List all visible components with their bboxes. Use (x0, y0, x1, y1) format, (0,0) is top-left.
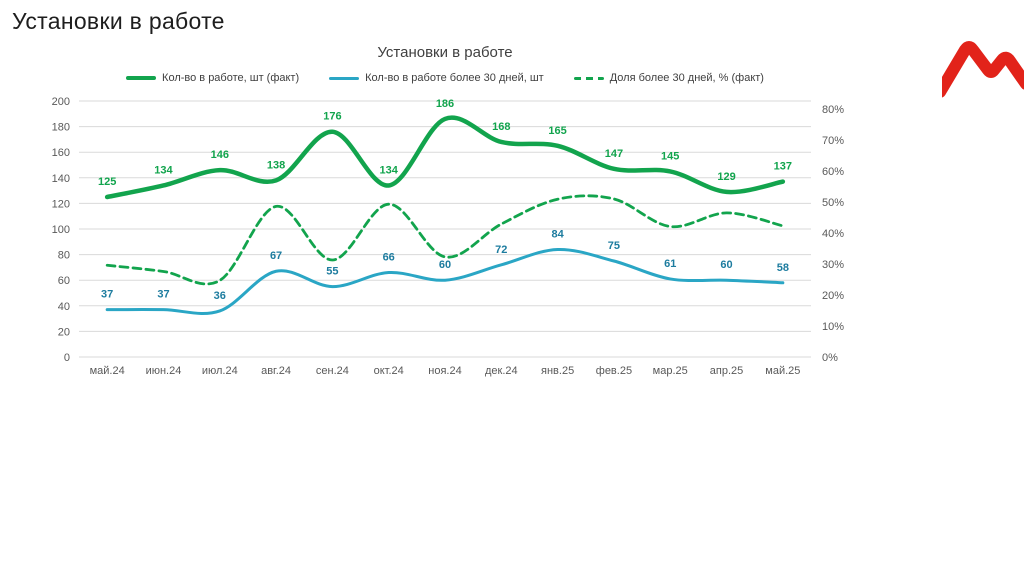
right-axis-tick-label: 70% (822, 135, 844, 147)
legend-line-sample-dashed-green-icon (573, 76, 604, 80)
left-axis-tick-label: 140 (52, 173, 70, 185)
x-axis-tick-label: май.25 (765, 365, 800, 377)
data-label: 67 (270, 250, 282, 262)
legend-item-over-30-days: Кол-во в работе более 30 дней, шт (329, 72, 544, 84)
data-label: 55 (326, 266, 338, 278)
legend-label: Кол-во в работе более 30 дней, шт (365, 72, 544, 84)
data-label: 145 (661, 150, 679, 162)
x-axis-tick-label: май.24 (90, 365, 125, 377)
right-axis-tick-label: 40% (822, 228, 844, 240)
data-label: 72 (495, 244, 507, 256)
data-label: 60 (720, 259, 732, 271)
x-axis-tick-label: сен.24 (316, 365, 349, 377)
right-axis-tick-label: 0% (822, 352, 838, 364)
data-label: 60 (439, 259, 451, 271)
data-label: 168 (492, 121, 510, 133)
data-label: 186 (436, 98, 454, 110)
data-label: 147 (605, 148, 623, 160)
x-axis-tick-label: ноя.24 (428, 365, 461, 377)
chart-title: Установки в работе (377, 44, 513, 61)
legend-label: Кол-во в работе, шт (факт) (162, 72, 300, 84)
left-axis-tick-label: 40 (58, 301, 70, 313)
left-axis-tick-label: 0 (64, 352, 70, 364)
left-axis-tick-label: 100 (52, 224, 70, 236)
x-axis-tick-label: июн.24 (146, 365, 182, 377)
legend-item-in-progress: Кол-во в работе, шт (факт) (126, 72, 299, 84)
left-axis-tick-label: 20 (58, 326, 70, 338)
data-label: 37 (101, 289, 113, 301)
data-label: 176 (323, 111, 341, 123)
series-line-2 (105, 194, 785, 286)
right-axis-tick-label: 60% (822, 166, 844, 178)
data-label: 137 (774, 161, 792, 173)
right-axis-tick-label: 50% (822, 197, 844, 209)
series-line-0 (104, 115, 786, 200)
legend-line-sample-solid-green-icon (126, 76, 157, 80)
right-axis-tick-label: 30% (822, 259, 844, 271)
legend-label: Доля более 30 дней, % (факт) (609, 72, 764, 84)
data-label: 84 (551, 228, 564, 240)
data-label: 134 (380, 164, 399, 176)
data-label: 37 (157, 289, 169, 301)
legend-item-share-over-30-days: Доля более 30 дней, % (факт) (573, 72, 764, 84)
data-label: 58 (777, 262, 789, 274)
x-axis-tick-label: авг.24 (261, 365, 291, 377)
right-axis-tick-label: 20% (822, 290, 844, 302)
x-axis-tick-label: июл.24 (202, 365, 238, 377)
data-label: 165 (548, 125, 566, 137)
left-axis-tick-label: 160 (52, 147, 70, 159)
left-axis-tick-label: 180 (52, 122, 70, 134)
right-axis-tick-label: 10% (822, 321, 844, 333)
data-label: 75 (608, 240, 620, 252)
magnit-m-stroke (942, 41, 1024, 98)
data-label: 125 (98, 176, 116, 188)
left-axis-tick-label: 60 (58, 275, 70, 287)
page-title: Установки в работе (12, 8, 225, 34)
x-axis-tick-label: янв.25 (541, 365, 574, 377)
x-axis-tick-label: мар.25 (653, 365, 688, 377)
x-axis-tick-label: фев.25 (596, 365, 632, 377)
left-axis-tick-label: 80 (58, 250, 70, 262)
x-axis-tick-label: апр.25 (710, 365, 743, 377)
x-axis-tick-label: окт.24 (374, 365, 404, 377)
data-label: 129 (717, 171, 735, 183)
data-label: 36 (214, 290, 226, 302)
legend-line-sample-solid-teal-icon (329, 76, 360, 80)
x-axis-tick-label: дек.24 (485, 365, 518, 377)
magnit-logo-icon (942, 41, 1024, 98)
left-axis-tick-label: 200 (52, 96, 70, 108)
data-label: 146 (211, 149, 229, 161)
series-line-1 (105, 247, 785, 315)
data-label: 134 (154, 164, 173, 176)
left-axis-tick-label: 120 (52, 198, 70, 210)
right-axis-tick-label: 80% (822, 104, 844, 116)
data-label: 66 (383, 252, 395, 264)
data-label: 138 (267, 159, 285, 171)
chart-legend: Кол-во в работе, шт (факт) Кол-во в рабо… (79, 72, 811, 84)
data-label: 61 (664, 258, 676, 270)
